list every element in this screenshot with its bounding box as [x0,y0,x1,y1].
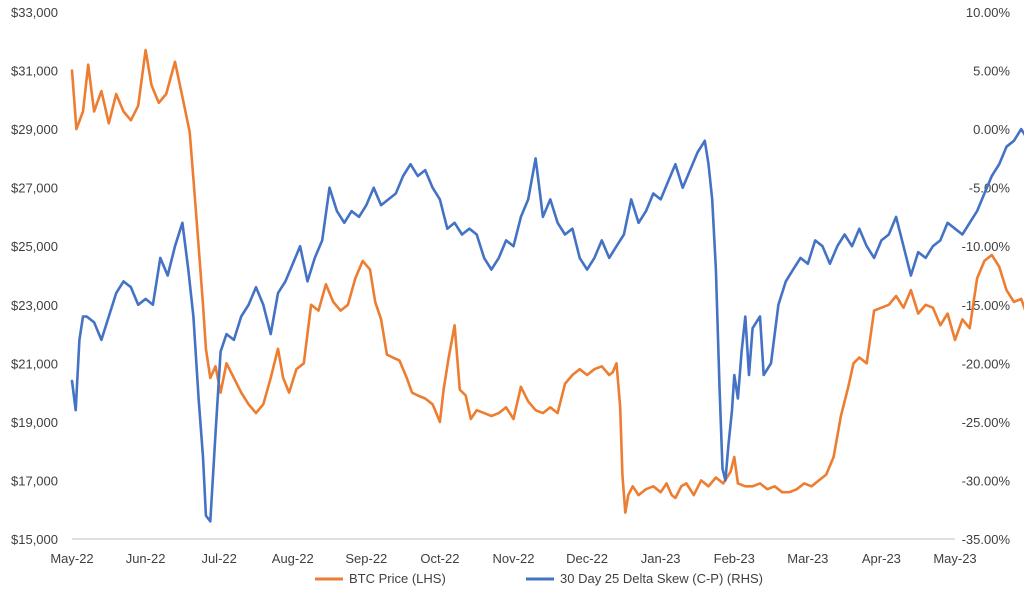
x-tick-label: May-23 [933,551,976,566]
y-left-tick-label: $17,000 [11,473,58,488]
x-tick-label: Mar-23 [787,551,828,566]
y-right-tick-label: 0.00% [973,122,1010,137]
x-tick-label: Apr-23 [862,551,901,566]
x-tick-label: Jun-22 [126,551,166,566]
y-left-tick-label: $21,000 [11,356,58,371]
y-right-tick-label: -25.00% [962,415,1011,430]
legend-label: BTC Price (LHS) [349,571,446,586]
y-left-tick-label: $27,000 [11,181,58,196]
delta-skew-line [70,127,1024,523]
legend: BTC Price (LHS) 30 Day 25 Delta Skew (C-P… [315,571,763,586]
y-left-tick-label: $25,000 [11,239,58,254]
y-left-tick-label: $19,000 [11,415,58,430]
y-right-tick-label: -20.00% [962,356,1011,371]
series-layer [70,48,1024,523]
y-right-tick-label: -30.00% [962,473,1011,488]
btc-price-line [70,48,1024,514]
legend-label: 30 Day 25 Delta Skew (C-P) (RHS) [560,571,763,586]
y-right-tick-label: -35.00% [962,532,1011,547]
x-tick-label: Jan-23 [641,551,681,566]
x-tick-label: Feb-23 [714,551,755,566]
y-left-tick-label: $33,000 [11,5,58,20]
x-tick-label: May-22 [50,551,93,566]
x-tick-label: Dec-22 [566,551,608,566]
y-left-tick-label: $15,000 [11,532,58,547]
x-tick-label: Aug-22 [272,551,314,566]
y-axis-left: $15,000 $17,000 $19,000 $21,000 $23,000 $25,0… [11,5,58,547]
y-left-tick-label: $23,000 [11,298,58,313]
x-tick-label: Sep-22 [345,551,387,566]
y-right-tick-label: 5.00% [973,64,1010,79]
y-axis-right: -35.00% -30.00% -25.00% -20.00% -15.00% -10.0… [962,5,1011,547]
y-right-tick-label: 10.00% [966,5,1011,20]
x-tick-label: Nov-22 [493,551,535,566]
y-right-tick-label: -15.00% [962,298,1011,313]
y-left-tick-label: $31,000 [11,64,58,79]
x-tick-label: Oct-22 [420,551,459,566]
y-right-tick-label: -10.00% [962,239,1011,254]
y-left-tick-label: $29,000 [11,122,58,137]
y-right-tick-label: -5.00% [969,181,1011,196]
x-tick-label: Jul-22 [201,551,236,566]
x-axis: May-22 Jun-22 Jul-22 Aug-22 Sep-22 Oct-22 Nov-… [50,538,977,566]
